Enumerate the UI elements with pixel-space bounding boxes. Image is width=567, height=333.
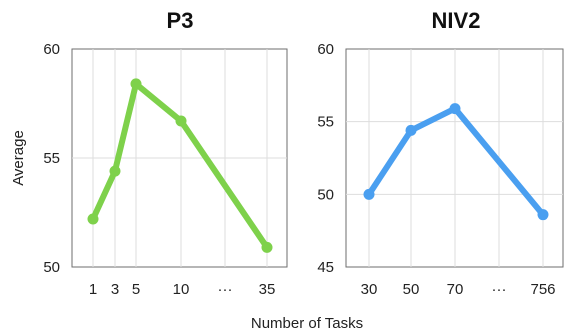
data-point [405, 124, 417, 136]
data-point [261, 241, 273, 253]
y-tick-label: 50 [317, 186, 334, 203]
data-point [175, 115, 187, 127]
x-tick-label: 50 [403, 281, 420, 298]
x-tick-label: 756 [530, 281, 555, 298]
series-niv2 [363, 103, 549, 221]
x-tick-label: 30 [361, 281, 378, 298]
x-ticks-niv2: 30 50 70 ··· 756 [361, 281, 556, 298]
x-tick-label: ··· [218, 281, 233, 298]
y-tick-label: 60 [43, 41, 60, 58]
y-tick-label: 55 [317, 114, 334, 131]
y-ticks-niv2: 45 50 55 60 [317, 41, 334, 276]
y-tick-label: 55 [43, 150, 60, 167]
x-axis-title: Number of Tasks [251, 315, 363, 332]
x-tick-label: ··· [492, 281, 507, 298]
grid-p3 [72, 49, 287, 267]
y-ticks-p3: 50 55 60 [43, 41, 60, 276]
grid-niv2 [346, 49, 563, 267]
x-ticks-p3: 1 3 5 10 ··· 35 [89, 281, 276, 298]
x-tick-label: 3 [111, 281, 119, 298]
chart-title-niv2: NIV2 [432, 8, 481, 33]
chart-title-p3: P3 [167, 8, 194, 33]
x-tick-label: 35 [259, 281, 276, 298]
series-line [366, 105, 546, 218]
series-p3 [87, 78, 273, 253]
y-tick-label: 50 [43, 259, 60, 276]
y-tick-label: 60 [317, 41, 334, 58]
x-tick-label: 10 [173, 281, 190, 298]
x-tick-label: 1 [89, 281, 97, 298]
y-axis-title: Average [10, 130, 27, 186]
data-point [537, 209, 549, 221]
y-tick-label: 45 [317, 259, 334, 276]
series-line [90, 80, 270, 251]
x-tick-label: 5 [132, 281, 140, 298]
chart-niv2: NIV2 45 50 55 60 30 50 70 ··· 756 [317, 8, 564, 298]
data-point [449, 103, 461, 115]
data-point [363, 188, 375, 200]
x-tick-label: 70 [447, 281, 464, 298]
data-point [109, 165, 121, 177]
data-point [87, 213, 99, 225]
data-point [130, 78, 142, 90]
